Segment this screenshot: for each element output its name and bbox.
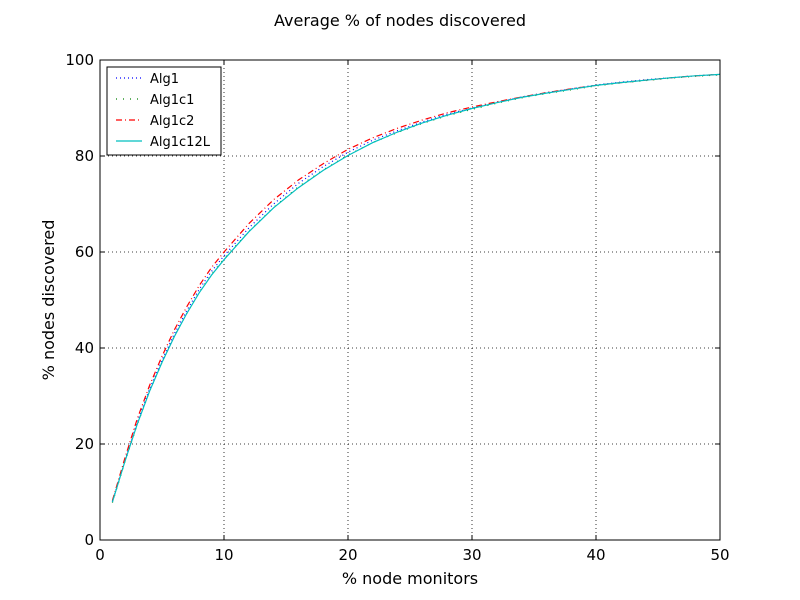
series-lines	[111, 73, 721, 503]
legend-box	[106, 66, 222, 156]
x-tick-label: 40	[586, 546, 605, 564]
y-tick-label: 20	[75, 435, 94, 453]
legend-label: Alg1c1	[150, 93, 194, 108]
legend-label: Alg1c2	[150, 114, 194, 129]
x-tick-label: 20	[338, 546, 357, 564]
x-tick-label: 50	[710, 546, 729, 564]
x-tick-label: 0	[95, 546, 105, 564]
plot-frame	[99, 59, 721, 541]
y-tick-labels: 0 20 40 60 80 100	[65, 51, 94, 549]
legend-label: Alg1	[150, 72, 179, 87]
legend-label: Alg1c12L	[150, 135, 211, 150]
y-tick-label: 40	[75, 339, 94, 357]
y-tick-label: 100	[65, 51, 94, 69]
chart-title: Average % of nodes discovered	[274, 11, 526, 30]
axis-ticks	[99, 59, 721, 541]
legend: Alg1 Alg1c1 Alg1c2 Alg1c12L	[106, 66, 222, 156]
y-tick-label: 60	[75, 243, 94, 261]
series-line-alg1c12l	[111, 73, 721, 503]
y-tick-label: 80	[75, 147, 94, 165]
y-axis-label: % nodes discovered	[39, 220, 58, 381]
x-tick-label: 30	[462, 546, 481, 564]
y-tick-label: 0	[84, 531, 94, 549]
x-axis-label: % node monitors	[342, 569, 478, 588]
x-tick-labels: 0 10 20 30 40 50	[95, 546, 729, 564]
x-tick-label: 10	[214, 546, 233, 564]
